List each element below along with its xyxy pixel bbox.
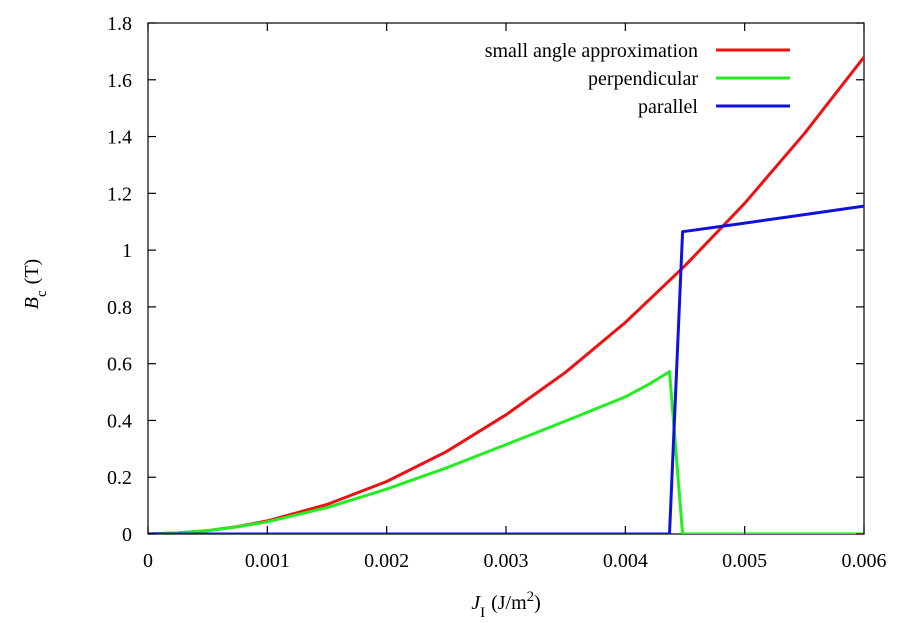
y-tick-label: 0.8 [107, 297, 132, 319]
series-line-perpendicular [148, 370, 864, 534]
y-tick-label: 0.4 [107, 410, 132, 432]
legend-label-perpendicular: perpendicular [588, 68, 698, 90]
x-axis-symbol: J [471, 592, 481, 614]
y-tick-label: 1.4 [107, 127, 132, 149]
y-tick-label: 1.2 [107, 183, 132, 205]
y-axis-title: Bc (T) [21, 259, 50, 309]
legend-label-small-angle-approximation: small angle approximation [485, 40, 698, 62]
x-tick-label: 0 [143, 550, 153, 572]
y-tick-label: 1.8 [107, 13, 132, 35]
x-tick-label: 0.004 [603, 550, 648, 572]
x-axis-title: JI (J/m2) [471, 589, 541, 621]
y-tick-label: 0 [122, 524, 132, 546]
x-axis-unit-pre: (J/m [491, 592, 527, 614]
y-axis-subscript: c [34, 290, 50, 297]
x-axis-unit-sup: 2 [527, 589, 535, 605]
series-line-parallel [148, 204, 864, 534]
legend-label-parallel: parallel [638, 96, 698, 118]
y-axis-unit: (T) [21, 259, 43, 285]
plot-frame [147, 22, 865, 535]
x-axis-unit-post: ) [534, 592, 541, 614]
series-line-small-angle-approximation [148, 56, 864, 534]
y-axis-symbol: B [21, 297, 43, 309]
x-tick-label: 0.001 [245, 550, 290, 572]
x-tick-label: 0.002 [364, 550, 409, 572]
x-tick-label: 0.003 [484, 550, 529, 572]
y-tick-label: 1 [122, 240, 132, 262]
x-tick-label: 0.006 [842, 550, 887, 572]
y-tick-label: 0.2 [107, 467, 132, 489]
x-axis-subscript: I [480, 605, 485, 621]
y-tick-label: 0.6 [107, 354, 132, 376]
y-tick-label: 1.6 [107, 70, 132, 92]
x-tick-label: 0.005 [722, 550, 767, 572]
